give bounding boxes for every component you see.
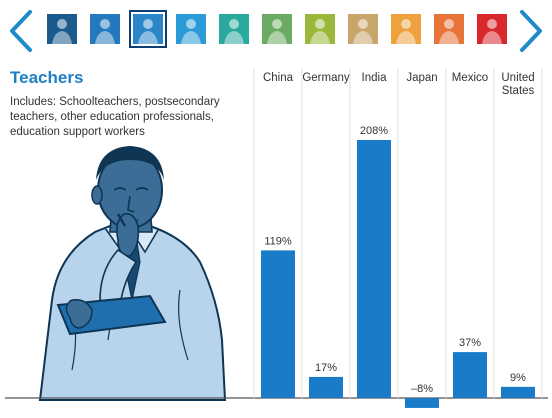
occupation-thumbnail-icon [434,14,464,44]
category-label: China [263,72,294,84]
occupation-thumbnail-1[interactable] [47,14,77,44]
value-label: 9% [510,372,526,384]
bar-japan [405,398,439,408]
category-label: Japan [406,72,437,84]
occupation-thumbnail-icon [47,14,77,44]
occupation-thumbnail-11[interactable] [477,14,507,44]
prev-arrow-button[interactable] [6,6,36,56]
occupation-thumbnail-icon [133,14,163,44]
bar-united-states [501,386,535,398]
occupation-thumbnail-icon [90,14,120,44]
occupation-thumbnail-icon [262,14,292,44]
occupation-thumbnail-icon [176,14,206,44]
column-dividers [253,68,543,398]
value-label: 17% [315,362,337,374]
category-label: Germany [302,72,350,84]
occupation-thumbnail-icon [391,14,421,44]
occupation-thumbnail-10[interactable] [434,14,464,44]
bar-china [261,250,295,398]
bar-mexico [453,352,487,398]
category-label: India [362,72,388,84]
category-description: Includes: Schoolteachers, postsecondary … [10,96,220,138]
occupation-thumbnail-icon [305,14,335,44]
bar-germany [309,376,343,398]
occupation-thumbnail-icon [348,14,378,44]
occupation-thumbnail-6[interactable] [262,14,292,44]
occupation-thumbnail-icon [477,14,507,44]
category-labels: China Germany India Japan Mexico United States [263,72,535,97]
occupation-thumbnail-8[interactable] [348,14,378,44]
bar-india [357,140,391,398]
value-labels: 119% 17% 208% –8% 37% 9% [264,125,526,395]
occupation-thumbnail-7[interactable] [305,14,335,44]
chevron-left-icon [10,10,32,52]
occupation-thumbnail-3[interactable] [129,10,167,48]
category-label: United States [501,72,534,97]
value-label: 37% [459,337,481,349]
teacher-illustration [38,146,227,401]
chevron-right-icon [520,10,542,52]
value-label: 208% [360,125,388,137]
next-arrow-button[interactable] [516,6,546,56]
value-label: –8% [411,383,433,395]
occupation-thumbnail-9[interactable] [391,14,421,44]
value-label: 119% [264,235,292,247]
page-title: Teachers [10,68,84,87]
chart-bars [261,140,535,408]
occupation-thumbnail-4[interactable] [176,14,206,44]
occupation-thumbnail-icon [219,14,249,44]
category-label: Mexico [452,72,488,84]
occupation-thumbnail-5[interactable] [219,14,249,44]
occupation-thumbnail-2[interactable] [90,14,120,44]
